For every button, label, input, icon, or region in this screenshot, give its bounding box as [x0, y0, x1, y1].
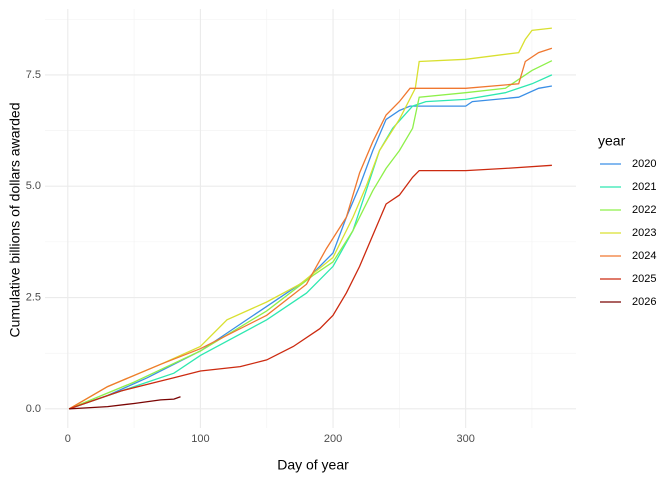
legend-title: year: [598, 133, 626, 149]
x-axis-title: Day of year: [277, 457, 349, 473]
legend-label: 2024: [632, 250, 656, 262]
y-axis-title: Cumulative billions of dollars awarded: [7, 102, 23, 337]
series-line: [68, 85, 553, 410]
x-tick-label: 300: [456, 433, 474, 445]
legend-label: 2023: [632, 227, 656, 239]
series-line: [68, 47, 553, 410]
series-line: [68, 74, 553, 410]
series-line: [69, 396, 181, 410]
legend-label: 2022: [632, 204, 656, 216]
legend-label: 2021: [632, 181, 656, 193]
legend-label: 2025: [632, 273, 656, 285]
y-tick-label: 0.0: [26, 403, 41, 415]
y-tick-label: 7.5: [26, 69, 41, 81]
series-line: [68, 60, 553, 410]
x-tick-label: 200: [324, 433, 342, 445]
legend-label: 2026: [632, 296, 656, 308]
x-tick-label: 0: [65, 433, 71, 445]
series-line: [68, 164, 552, 410]
series-line: [68, 27, 552, 410]
legend-label: 2020: [632, 158, 656, 170]
y-tick-label: 2.5: [26, 291, 41, 303]
x-tick-label: 100: [191, 433, 209, 445]
y-tick-label: 5.0: [26, 180, 41, 192]
